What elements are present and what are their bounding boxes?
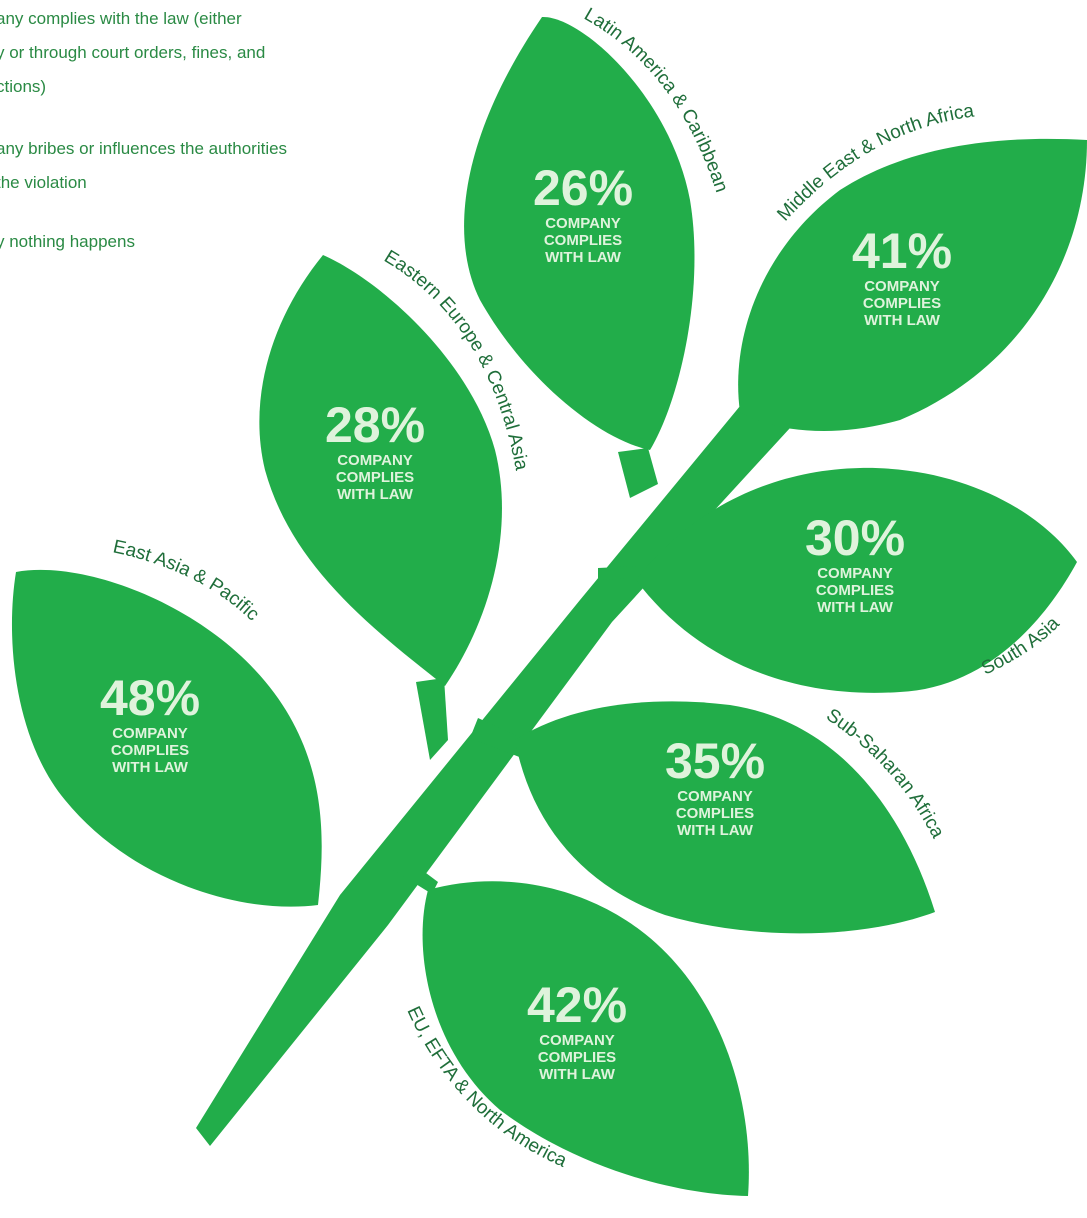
value-label: 30% bbox=[805, 510, 905, 566]
value-label: 28% bbox=[325, 397, 425, 453]
legend-item: y nothing happens bbox=[0, 232, 135, 251]
metric-label-line: COMPLIES bbox=[336, 469, 414, 486]
value-label: 26% bbox=[533, 160, 633, 216]
leaf-eastern-europe bbox=[259, 255, 502, 686]
stalk-latin-america bbox=[618, 448, 658, 498]
metric-label-line: WITH LAW bbox=[677, 822, 754, 839]
metric-label-line: COMPLIES bbox=[676, 805, 754, 822]
metric-label-line: COMPANY bbox=[864, 278, 940, 295]
metric-label-line: WITH LAW bbox=[539, 1066, 616, 1083]
legend-item: the violation bbox=[0, 173, 87, 192]
legend-item: any bribes or influences the authorities bbox=[0, 139, 288, 158]
value-label: 35% bbox=[665, 733, 765, 789]
value-label: 42% bbox=[527, 977, 627, 1033]
metric-label-line: COMPLIES bbox=[538, 1049, 616, 1066]
stalk-south-asia bbox=[598, 566, 640, 580]
legend-item: any complies with the law (either bbox=[0, 9, 242, 28]
metric-label-line: WITH LAW bbox=[817, 599, 894, 616]
value-label: 48% bbox=[100, 670, 200, 726]
metric-label-line: COMPLIES bbox=[544, 232, 622, 249]
leaf-south-asia bbox=[636, 467, 1077, 693]
metric-label-line: WITH LAW bbox=[545, 249, 622, 266]
value-label: 41% bbox=[852, 223, 952, 279]
metric-label-line: COMPANY bbox=[112, 725, 188, 742]
metric-label-line: WITH LAW bbox=[112, 759, 189, 776]
metric-label-line: COMPLIES bbox=[111, 742, 189, 759]
metric-label-line: COMPANY bbox=[677, 788, 753, 805]
metric-label-line: COMPLIES bbox=[863, 295, 941, 312]
leaf-east-asia bbox=[11, 569, 322, 907]
legend-item: y or through court orders, fines, and bbox=[0, 43, 266, 62]
leaf-eu bbox=[422, 881, 749, 1196]
metric-label-line: COMPANY bbox=[337, 452, 413, 469]
leaf-latin-america bbox=[464, 16, 695, 450]
metric-label-line: COMPANY bbox=[539, 1032, 615, 1049]
metric-label-line: WITH LAW bbox=[337, 486, 414, 503]
metric-label-line: COMPLIES bbox=[816, 582, 894, 599]
leaf-sub-saharan bbox=[515, 701, 935, 934]
metric-label-line: COMPANY bbox=[817, 565, 893, 582]
metric-label-line: COMPANY bbox=[545, 215, 621, 232]
legend-item: ctions) bbox=[0, 77, 47, 96]
stalk-sub-saharan bbox=[470, 718, 530, 758]
stalk-eu bbox=[390, 852, 438, 894]
stalk-eastern-europe bbox=[416, 678, 448, 760]
metric-label-line: WITH LAW bbox=[864, 312, 941, 329]
leaf-middle-east bbox=[738, 138, 1087, 432]
